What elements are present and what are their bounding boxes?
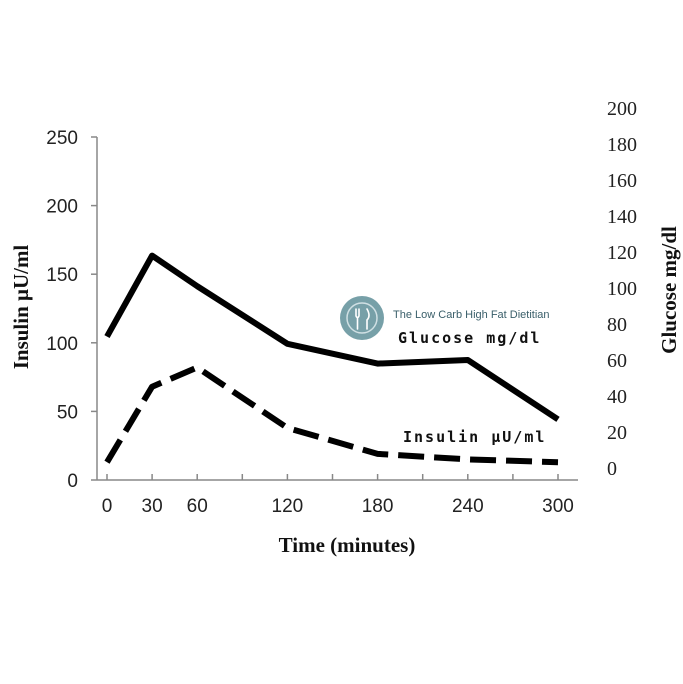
y-right-tick-label: 120: [607, 242, 637, 264]
x-tick-label: 30: [142, 496, 163, 517]
axes: [96, 137, 578, 481]
x-tick-label: 240: [452, 496, 484, 517]
y-axis-right-title: Glucose mg/dl: [657, 226, 681, 354]
x-tick-label: 180: [362, 496, 394, 517]
y-right-tick-label: 160: [607, 170, 637, 192]
x-tick-label: 0: [102, 496, 113, 517]
series-lines: [104, 252, 560, 466]
y-left-tick-label: 0: [67, 471, 78, 492]
y-left-tick-label: 100: [46, 334, 78, 355]
y-right-tick-label: 180: [607, 134, 637, 156]
fork-knife-icon: [355, 308, 370, 330]
x-tick-label: 120: [272, 496, 304, 517]
y-right-tick-label: 40: [607, 386, 627, 408]
y-right-tick-label: 20: [607, 422, 627, 444]
y-right-tick-label: 100: [607, 278, 637, 300]
series-line-insulin: [104, 364, 559, 466]
x-tick-label: 300: [542, 496, 574, 517]
series-label-insulin: Insulin μU/ml: [403, 428, 546, 446]
y-right-tick-label: 80: [607, 314, 627, 336]
y-right-tick-label: 60: [607, 350, 627, 372]
watermark-text: The Low Carb High Fat Dietitian: [393, 309, 550, 321]
series-label-glucose: Glucose mg/dl: [398, 329, 541, 347]
y-left-tick-label: 50: [57, 402, 78, 423]
y-right-tick-label: 200: [607, 98, 637, 120]
x-axis-title: Time (minutes): [279, 533, 416, 557]
y-left-tick-label: 150: [46, 265, 78, 286]
y-left-tick-label: 200: [46, 197, 78, 218]
y-axis-left-title: Insulin μU/ml: [9, 245, 33, 370]
y-right-tick-label: 0: [607, 458, 617, 480]
ticks: 0 50 100 150 200 250 0 20 40 60 80 100 120 140 160 180 2…: [46, 98, 637, 517]
dietitian-logo: The Low Carb High Fat Dietitian: [340, 296, 550, 340]
x-tick-label: 60: [187, 496, 208, 517]
y-right-tick-label: 140: [607, 206, 637, 228]
y-left-tick-label: 250: [46, 128, 78, 149]
